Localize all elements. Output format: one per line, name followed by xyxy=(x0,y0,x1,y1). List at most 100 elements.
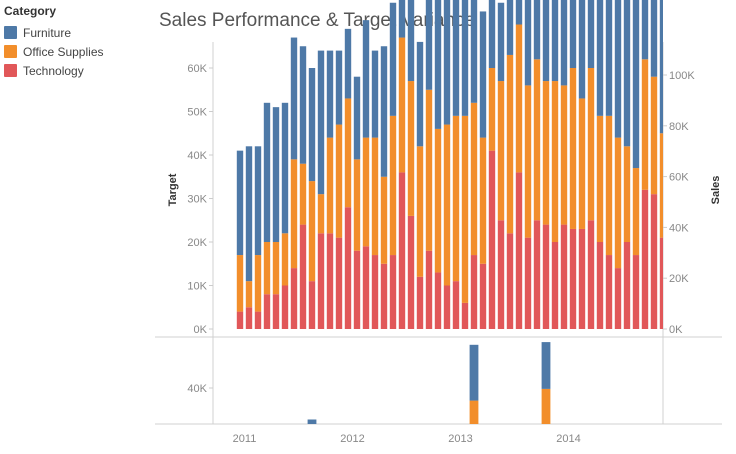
bar-segment xyxy=(371,255,379,329)
bar-segment xyxy=(362,20,370,138)
bar-segment xyxy=(614,137,622,269)
bar-segment xyxy=(578,228,586,329)
right-tick-label: 40K xyxy=(669,222,689,234)
bar-segment xyxy=(479,137,487,264)
bar-segment xyxy=(353,250,361,329)
bar-segment xyxy=(326,50,334,138)
chart-bars xyxy=(236,0,663,424)
x-tick-label: 2012 xyxy=(340,433,364,445)
bar-segment xyxy=(326,137,334,234)
left-tick-label: 50K xyxy=(187,107,207,119)
bar-segment xyxy=(650,0,658,77)
bar-segment xyxy=(560,224,568,329)
bar-segment xyxy=(254,255,262,312)
bar-segment xyxy=(569,68,577,229)
bar-segment xyxy=(290,37,298,160)
bar-segment xyxy=(461,302,469,329)
bar-segment xyxy=(416,41,424,147)
bar-segment xyxy=(488,0,496,68)
bar-segment xyxy=(263,102,271,242)
bar-segment xyxy=(308,181,316,282)
bar-segment xyxy=(461,0,469,116)
bar-segment xyxy=(551,242,559,329)
lower-tick-label: 40K xyxy=(187,383,207,395)
bar-segment xyxy=(344,207,352,329)
bar-segment xyxy=(245,146,253,282)
bar-segment xyxy=(236,255,244,312)
right-tick-label: 60K xyxy=(669,172,689,184)
bar-segment xyxy=(605,115,613,256)
bar-segment xyxy=(560,0,568,86)
bar-segment xyxy=(650,194,658,329)
bar-segment xyxy=(614,0,622,138)
bar-segment xyxy=(515,24,523,173)
bar-segment xyxy=(470,102,478,256)
bar-segment xyxy=(335,50,343,125)
bar-segment xyxy=(236,311,244,329)
bar-segment xyxy=(596,115,604,242)
bar-segment xyxy=(497,2,505,82)
bar-segment xyxy=(605,0,613,116)
lower-bar-segment xyxy=(469,344,479,401)
bar-segment xyxy=(236,150,244,256)
bar-segment xyxy=(263,294,271,329)
bar-segment xyxy=(641,189,649,329)
bar-segment xyxy=(362,246,370,329)
bar-segment xyxy=(533,0,541,60)
bar-segment xyxy=(434,128,442,273)
left-tick-label: 10K xyxy=(187,281,207,293)
right-tick-label: 100K xyxy=(669,70,695,82)
legend-item-furniture[interactable]: Furniture xyxy=(4,23,104,42)
bar-segment xyxy=(389,255,397,329)
right-tick-label: 20K xyxy=(669,273,689,285)
bar-segment xyxy=(650,76,658,195)
bar-segment xyxy=(623,146,631,242)
bar-segment xyxy=(389,2,397,116)
bar-segment xyxy=(407,81,415,216)
bar-segment xyxy=(344,28,352,99)
bar-segment xyxy=(353,159,361,251)
bar-segment xyxy=(416,146,424,277)
bar-segment xyxy=(488,68,496,151)
bar-segment xyxy=(488,150,496,329)
bar-segment xyxy=(506,54,514,234)
bar-segment xyxy=(533,59,541,221)
bar-segment xyxy=(497,81,505,221)
bar-segment xyxy=(623,242,631,329)
bar-segment xyxy=(587,0,595,69)
bar-segment xyxy=(506,233,514,329)
bar-segment xyxy=(569,228,577,329)
bar-segment xyxy=(542,224,550,329)
chart-labels: 0K 10K 20K 30K 40K 50K 60K 0K 20K 40K 60K 80K 100K Ta… xyxy=(167,63,722,445)
bar-segment xyxy=(326,233,334,329)
lower-bar-segment xyxy=(541,342,551,389)
bar-segment xyxy=(299,224,307,329)
right-tick-label: 80K xyxy=(669,121,689,133)
furniture-swatch xyxy=(4,26,17,39)
bar-segment xyxy=(632,168,640,256)
lower-bar-segment xyxy=(307,419,317,424)
bar-segment xyxy=(371,137,379,256)
bar-segment xyxy=(497,220,505,329)
legend: Category Furniture Office Supplies Techn… xyxy=(4,4,104,80)
bar-segment xyxy=(308,68,316,182)
bar-segment xyxy=(623,0,631,147)
bar-segment xyxy=(524,85,532,238)
bar-segment xyxy=(632,255,640,329)
bar-segment xyxy=(452,115,460,282)
bar-segment xyxy=(407,215,415,329)
legend-label-office-supplies: Office Supplies xyxy=(23,44,104,59)
bar-segment xyxy=(371,50,379,138)
bar-segment xyxy=(470,255,478,329)
bar-segment xyxy=(659,133,663,238)
bar-segment xyxy=(587,220,595,329)
bar-segment xyxy=(272,107,280,243)
legend-item-office-supplies[interactable]: Office Supplies xyxy=(4,42,104,61)
bar-segment xyxy=(335,237,343,329)
bar-segment xyxy=(479,263,487,329)
bar-segment xyxy=(542,81,550,225)
bar-segment xyxy=(281,285,289,329)
legend-item-technology[interactable]: Technology xyxy=(4,61,104,80)
left-tick-label: 60K xyxy=(187,63,207,75)
